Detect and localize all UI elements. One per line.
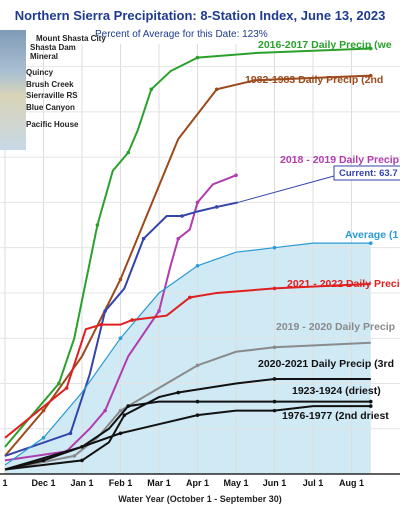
series-label-2016-2017-daily-precip-wettest: 2016-2017 Daily Precip (we [258,39,392,51]
current-value-pointer [237,175,335,203]
data-point-1923-1924-driest [126,404,130,408]
series-label-average: Average (1 [345,229,398,241]
data-point-average [41,435,46,440]
data-point-2016-2017-daily-precip-wettest [368,46,373,51]
data-point-2021-2022-daily-precip [64,386,69,390]
series-label-1976-1977-2nd-driest: 1976-1977 (2nd driest [282,410,389,422]
series-label-2020-2021-daily-precip-3rd-driest: 2020-2021 Daily Precip (3rd [258,358,394,370]
data-point-1923-1924-driest [368,399,373,404]
data-point-2018-2019-daily-precip [195,200,200,205]
data-point-2020-2021-daily-precip-3rd-driest [272,377,277,381]
series-line-2016-2017-daily-precip-wettest [4,47,371,448]
data-point-2016-2017-daily-precip-wettest [57,381,61,386]
x-tick-label-may-1: May 1 [223,478,248,488]
data-point-2019-2020-daily-precip [118,408,123,413]
series-line-1923-1924-driest [4,400,371,471]
data-point-2018-2019-daily-precip [234,173,238,178]
average-shaded-area [5,243,371,474]
data-point-2022-2023-daily-precip [103,309,107,313]
data-point-2018-2019-daily-precip [157,309,161,313]
station-label-brush-creek: Brush Creek [26,80,74,89]
station-label-quincy: Quincy [26,68,54,77]
series-label-1982-1983-daily-precip-2nd-wettest: 1982-1983 Daily Precip (2nd [245,74,383,86]
data-point-1982-1983-daily-precip-2nd-wettest [41,408,46,413]
x-tick-label-jun-1: Jun 1 [263,478,287,488]
x-tick-label-aug-1: Aug 1 [339,478,364,488]
station-map [0,30,26,150]
data-point-1976-1977-2nd-driest [118,431,123,436]
x-tick-label-jan-1: Jan 1 [70,478,93,488]
data-point-2016-2017-daily-precip-wettest [195,55,200,60]
station-label-sierraville-rs: Sierraville RS [26,91,78,100]
data-point-average [368,241,373,245]
data-point-1982-1983-daily-precip-2nd-wettest [368,73,373,78]
series-label-2018-2019-daily-precip: 2018 - 2019 Daily Precip [280,154,399,166]
data-point-2021-2022-daily-precip [188,295,192,300]
data-point-1976-1977-2nd-driest [195,413,200,417]
x-tick-label-partial: 1 [2,478,7,488]
data-point-2021-2022-daily-precip [130,318,134,322]
station-label-mount-shasta-city: Mount Shasta City [36,34,106,43]
data-point-average [195,263,200,268]
data-point-1923-1924-driest [195,399,200,404]
x-tick-label-feb-1: Feb 1 [109,478,133,488]
station-label-pacific-house: Pacific House [26,120,79,129]
series-line-1976-1977-2nd-driest [4,405,371,471]
data-point-2020-2021-daily-precip-3rd-driest [80,458,84,463]
chart-subtitle: Percent of Average for this Date: 123% [95,29,268,40]
data-point-2021-2022-daily-precip [99,322,104,327]
data-point-2021-2022-daily-precip [272,286,277,291]
data-point-2022-2023-daily-precip [68,431,73,436]
chart-title: Northern Sierra Precipitation: 8-Station… [14,8,386,23]
data-point-1976-1977-2nd-driest [368,404,373,408]
data-point-2019-2020-daily-precip [272,345,277,350]
x-axis-label: Water Year (October 1 - September 30) [118,494,282,504]
data-point-2016-2017-daily-precip-wettest [126,150,130,155]
data-point-1976-1977-2nd-driest [272,408,277,413]
station-label-blue-canyon: Blue Canyon [26,103,75,112]
data-point-1982-1983-daily-precip-2nd-wettest [214,87,219,92]
data-point-2016-2017-daily-precip-wettest [95,223,100,227]
series-label-2021-2022-daily-precip: 2021 - 2022 Daily Preci [287,278,400,290]
data-point-2019-2020-daily-precip [195,363,200,368]
series-line-2020-2021-daily-precip-3rd-driest [4,377,371,471]
station-label-mineral: Mineral [30,52,59,61]
data-point-1976-1977-2nd-driest [41,458,46,463]
data-point-2016-2017-daily-precip-wettest [149,87,154,92]
station-label-shasta-dam: Shasta Dam [30,43,76,52]
current-value-box [333,165,400,181]
data-point-2019-2020-daily-precip [72,454,77,458]
x-tick-label-apr-1: Apr 1 [186,478,209,488]
series-line-average [4,242,371,466]
data-point-2020-2021-daily-precip-3rd-driest [176,390,181,395]
series-line-2019-2020-daily-precip [4,341,371,471]
series-label-2019-2020-daily-precip: 2019 - 2020 Daily Precip [276,321,395,333]
data-point-average [272,245,277,250]
x-tick-label-jul-1: Jul 1 [303,478,324,488]
x-tick-label-dec-1: Dec 1 [31,478,55,488]
data-point-1923-1924-driest [272,399,277,404]
data-point-2022-2023-daily-precip [214,205,219,209]
data-point-1982-1983-daily-precip-2nd-wettest [118,277,123,282]
data-point-2022-2023-daily-precip [141,236,146,241]
data-point-2020-2021-daily-precip-3rd-driest [122,413,127,417]
series-label-1923-1924-driest: 1923-1924 (driest) [292,385,381,397]
data-point-2018-2019-daily-precip [176,236,181,241]
data-point-2022-2023-daily-precip [180,214,184,218]
current-value-label: Current: 63.7 [339,168,398,179]
data-point-average [118,336,123,341]
data-point-2018-2019-daily-precip [103,408,107,413]
x-tick-label-mar-1: Mar 1 [147,478,171,488]
